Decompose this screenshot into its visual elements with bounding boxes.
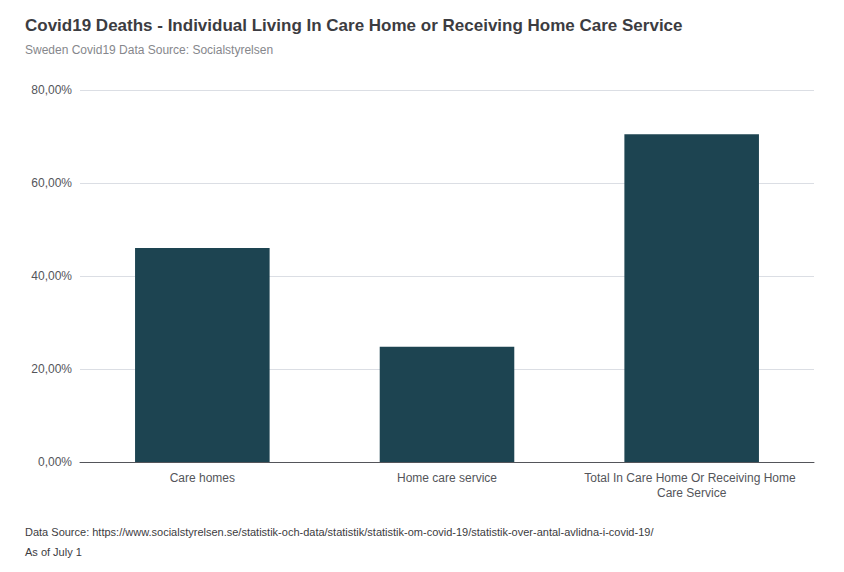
- svg-text:0,00%: 0,00%: [38, 455, 72, 469]
- svg-text:60,00%: 60,00%: [31, 176, 72, 190]
- svg-text:Data Source: https://www.socia: Data Source: https://www.socialstyrelsen…: [25, 526, 654, 538]
- svg-text:Covid19 Deaths - Individual Li: Covid19 Deaths - Individual Living In Ca…: [25, 16, 683, 35]
- svg-text:Total In Care Home Or Receivin: Total In Care Home Or Receiving Home: [584, 471, 799, 485]
- svg-text:20,00%: 20,00%: [31, 362, 72, 376]
- svg-text:As of July 1: As of July 1: [25, 546, 82, 558]
- svg-text:Sweden Covid19 Data Source: So: Sweden Covid19 Data Source: Socialstyrel…: [25, 43, 273, 57]
- svg-text:80,00%: 80,00%: [31, 83, 72, 97]
- svg-text:Care Service: Care Service: [657, 486, 727, 500]
- svg-text:Care homes: Care homes: [170, 471, 235, 485]
- svg-text:Home care service: Home care service: [397, 471, 497, 485]
- svg-text:40,00%: 40,00%: [31, 269, 72, 283]
